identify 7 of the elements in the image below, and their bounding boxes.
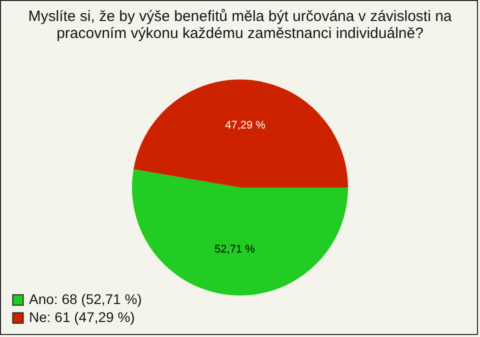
chart-title: Myslíte si, že by výše benefitů měla být určována v závislosti na pracovním výkonu každému zaměstnanci individuálně?: [28, 8, 452, 42]
legend-label: Ne: 61 (47,29 %): [29, 309, 135, 325]
pie-slice: [134, 80, 348, 188]
data-label: 47,29 %: [225, 120, 266, 132]
pie-slice: [132, 169, 348, 296]
legend-label: Ano: 68 (52,71 %): [29, 291, 142, 307]
data-label: 52,71 %: [214, 243, 256, 256]
